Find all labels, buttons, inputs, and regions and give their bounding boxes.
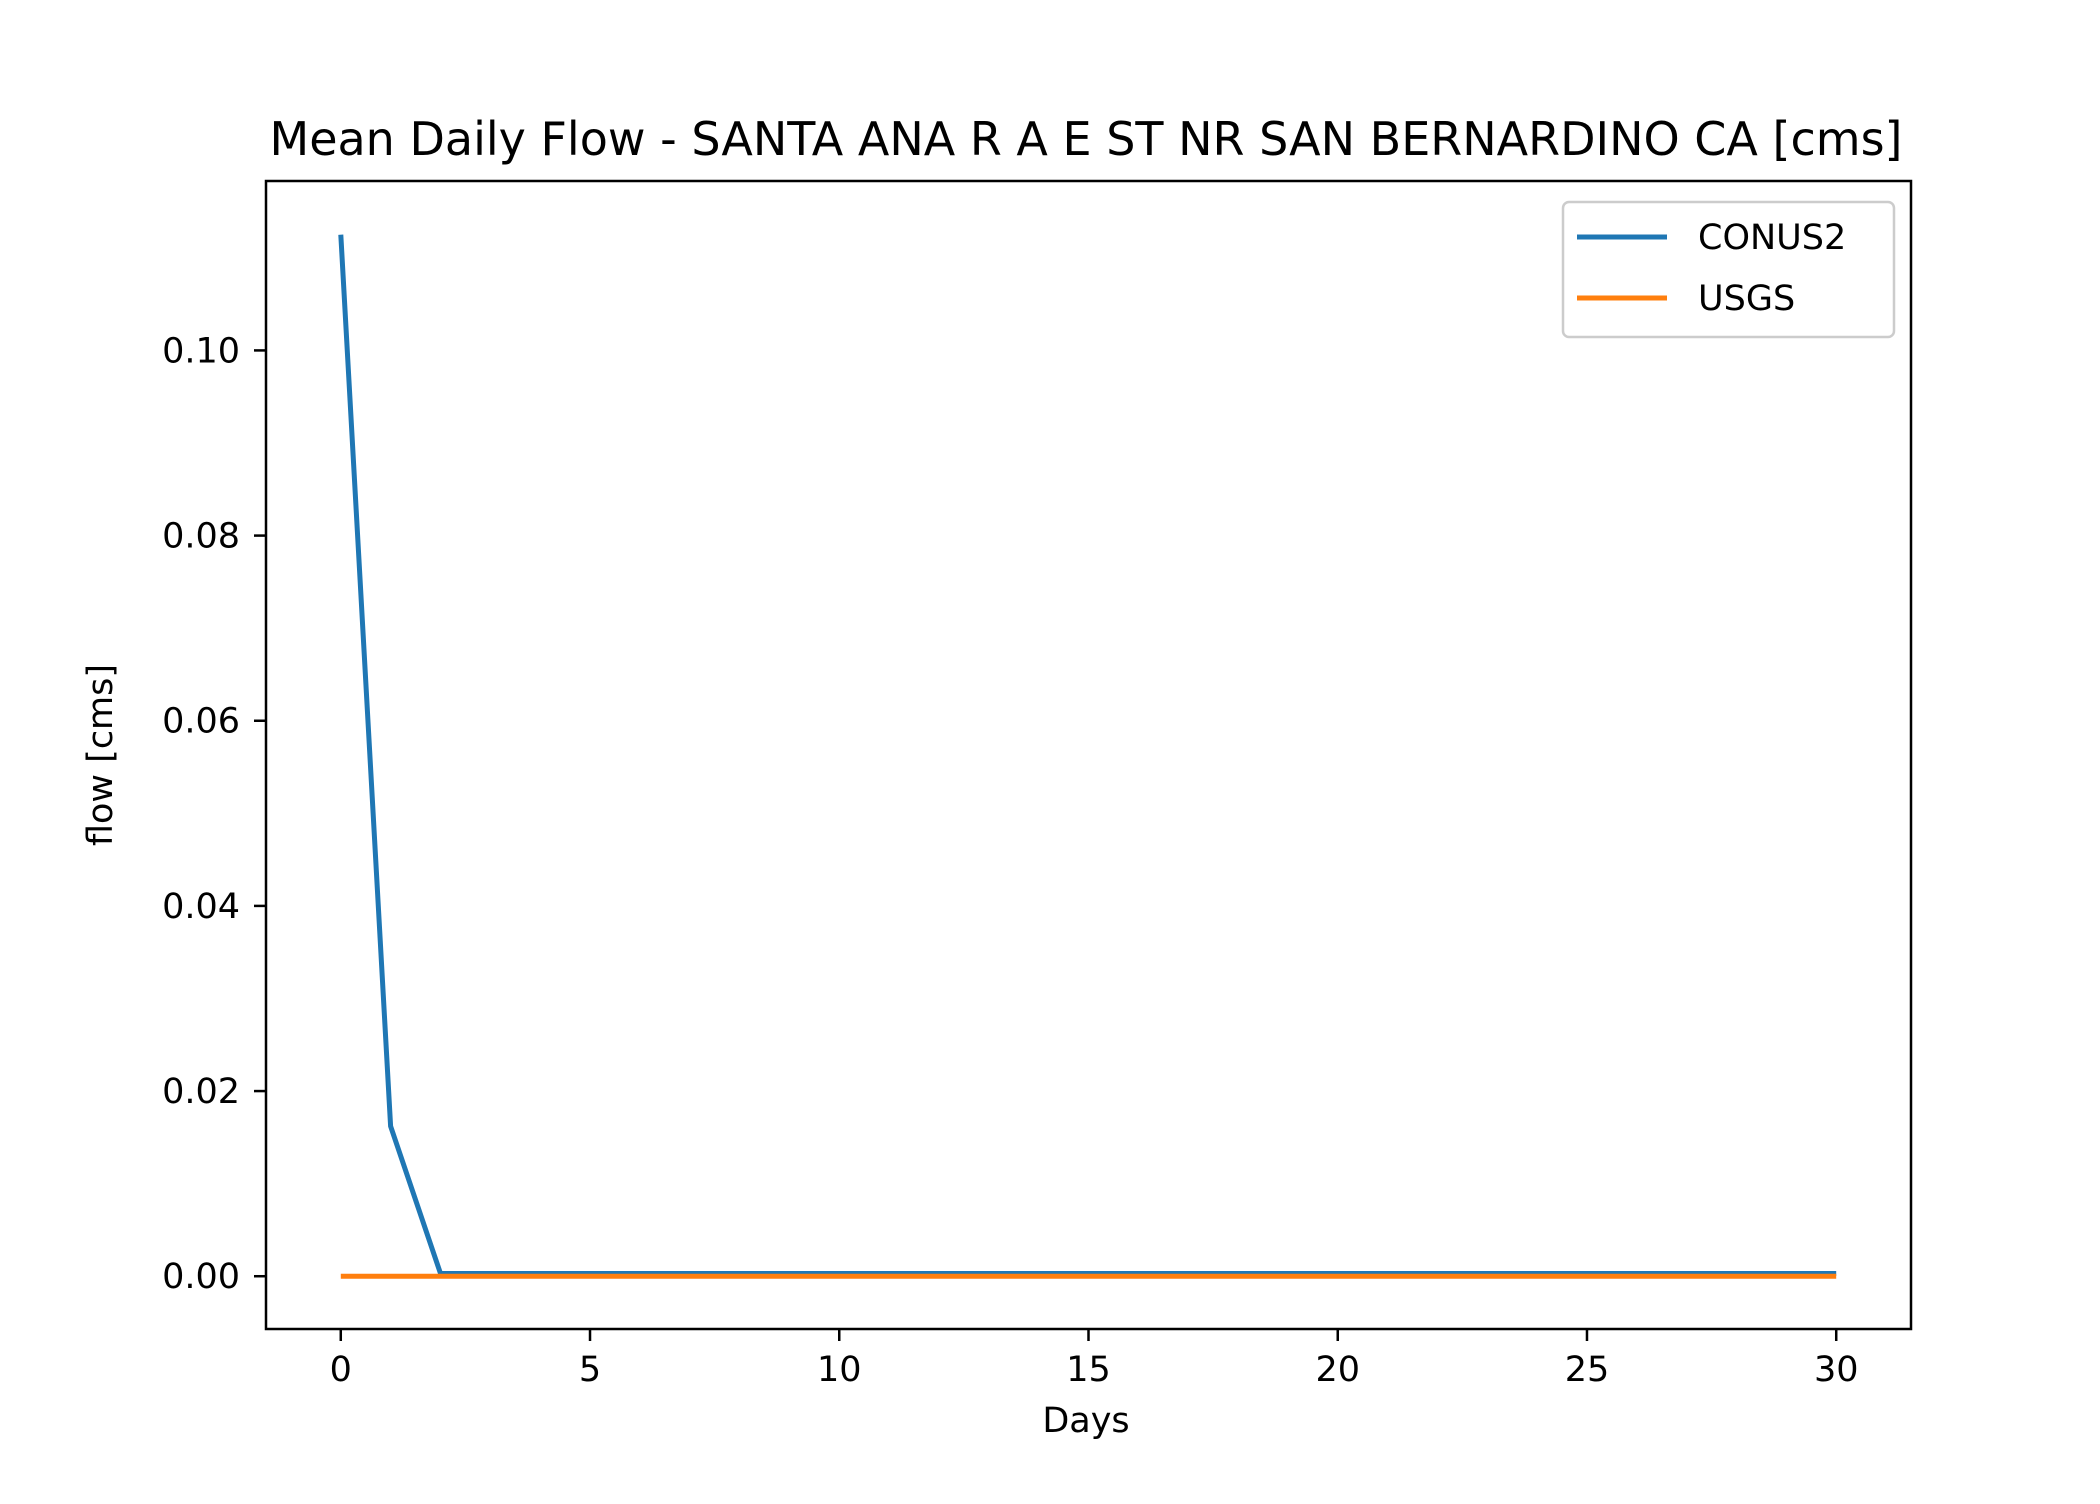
- legend: CONUS2 USGS: [1561, 200, 1896, 339]
- y-axis-label: flow [cms]: [81, 664, 121, 846]
- x-axis: 0 5 10 15 20 25 30: [330, 1329, 1859, 1390]
- y-tick-label: 0.00: [162, 1257, 240, 1297]
- y-tick-label: 0.10: [162, 331, 240, 371]
- y-tick-label: 0.02: [162, 1072, 240, 1112]
- x-axis-label: Days: [1042, 1401, 1129, 1441]
- x-tick-label: 25: [1565, 1350, 1610, 1390]
- series-line-conus2: [338, 234, 1837, 1276]
- y-axis: 0.00 0.02 0.04 0.06 0.08 0.10: [162, 331, 266, 1297]
- chart-title: Mean Daily Flow - SANTA ANA R A E ST NR …: [270, 112, 1903, 166]
- x-tick-label: 15: [1066, 1350, 1111, 1390]
- y-tick-label: 0.08: [162, 517, 240, 557]
- x-tick-label: 10: [817, 1350, 862, 1390]
- y-tick-label: 0.04: [162, 887, 240, 927]
- x-tick-label: 20: [1315, 1350, 1360, 1390]
- legend-label-usgs: USGS: [1698, 279, 1795, 319]
- y-tick-label: 0.06: [162, 702, 240, 742]
- x-tick-label: 5: [579, 1350, 601, 1390]
- x-tick-label: 30: [1814, 1350, 1859, 1390]
- legend-label-conus2: CONUS2: [1698, 218, 1846, 258]
- x-tick-label: 0: [330, 1350, 352, 1390]
